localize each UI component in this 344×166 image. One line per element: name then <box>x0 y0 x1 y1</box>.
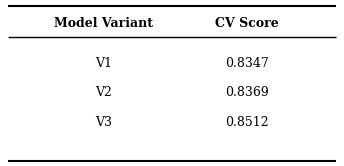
Text: V3: V3 <box>95 116 112 129</box>
Text: Model Variant: Model Variant <box>54 17 153 30</box>
Text: 0.8347: 0.8347 <box>225 57 269 70</box>
Text: 0.8512: 0.8512 <box>225 116 269 129</box>
Text: V2: V2 <box>95 86 112 99</box>
Text: V1: V1 <box>95 57 112 70</box>
Text: 0.8369: 0.8369 <box>225 86 269 99</box>
Text: CV Score: CV Score <box>215 17 279 30</box>
